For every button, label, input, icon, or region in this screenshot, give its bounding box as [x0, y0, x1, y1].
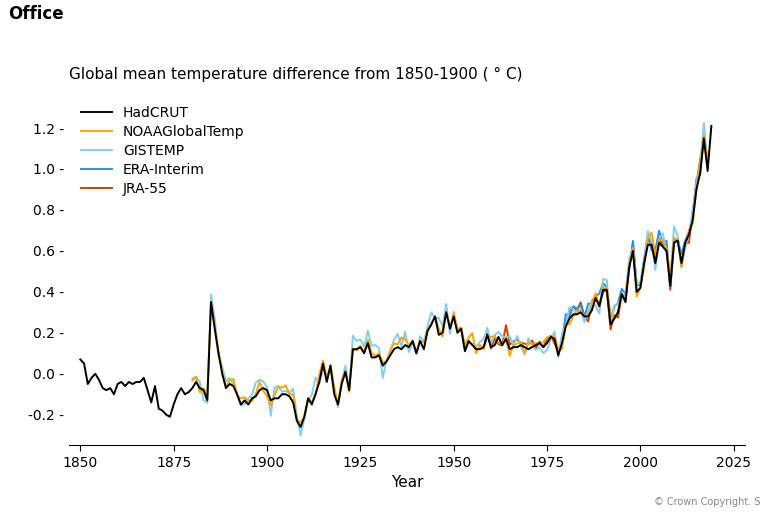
NOAAGlobalTemp — [187, 377, 197, 383]
ERA-Interim — [636, 281, 645, 287]
ERA-Interim — [614, 300, 623, 306]
ERA-Interim — [588, 301, 597, 307]
Line: JRA-55: JRA-55 — [484, 139, 707, 352]
ERA-Interim — [662, 238, 671, 244]
ERA-Interim — [692, 176, 701, 182]
Line: GISTEMP: GISTEMP — [192, 123, 707, 436]
NOAAGlobalTemp — [483, 333, 492, 339]
NOAAGlobalTemp — [191, 374, 200, 380]
NOAAGlobalTemp — [195, 389, 204, 395]
ERA-Interim — [650, 247, 660, 253]
ERA-Interim — [572, 306, 581, 312]
GISTEMP — [696, 161, 705, 167]
ERA-Interim — [700, 132, 709, 138]
Legend: HadCRUT, NOAAGlobalTemp, GISTEMP, ERA-Interim, JRA-55: HadCRUT, NOAAGlobalTemp, GISTEMP, ERA-In… — [76, 101, 250, 201]
ERA-Interim — [606, 318, 615, 325]
GISTEMP — [703, 162, 712, 168]
JRA-55 — [479, 345, 488, 351]
ERA-Interim — [617, 286, 627, 292]
NOAAGlobalTemp — [700, 133, 709, 139]
HadCRUT — [386, 352, 395, 358]
GISTEMP — [520, 352, 529, 358]
ERA-Interim — [640, 255, 649, 262]
ERA-Interim — [703, 158, 712, 164]
NOAAGlobalTemp — [520, 350, 529, 356]
GISTEMP — [483, 325, 492, 331]
ERA-Interim — [598, 280, 607, 286]
NOAAGlobalTemp — [296, 419, 305, 425]
HadCRUT — [315, 379, 324, 385]
Text: Global mean temperature difference from 1850-1900 ( ° C): Global mean temperature difference from … — [69, 67, 522, 82]
HadCRUT — [382, 358, 391, 365]
GISTEMP — [195, 379, 204, 385]
GISTEMP — [187, 375, 197, 381]
ERA-Interim — [580, 314, 589, 321]
ERA-Interim — [564, 313, 574, 319]
JRA-55 — [703, 163, 712, 169]
Text: © Crown Copyright. S: © Crown Copyright. S — [654, 497, 760, 507]
JRA-55 — [554, 349, 563, 355]
ERA-Interim — [666, 284, 675, 290]
ERA-Interim — [654, 228, 664, 234]
ERA-Interim — [584, 301, 593, 307]
GISTEMP — [460, 347, 469, 353]
ERA-Interim — [677, 251, 686, 257]
GISTEMP — [700, 120, 709, 126]
HadCRUT — [76, 356, 85, 362]
ERA-Interim — [561, 311, 571, 317]
Line: NOAAGlobalTemp: NOAAGlobalTemp — [192, 136, 707, 422]
ERA-Interim — [670, 238, 679, 244]
ERA-Interim — [610, 304, 619, 310]
Text: Office: Office — [8, 5, 63, 23]
ERA-Interim — [594, 290, 604, 296]
JRA-55 — [524, 341, 533, 347]
JRA-55 — [677, 264, 686, 270]
ERA-Interim — [602, 284, 611, 290]
ERA-Interim — [558, 339, 567, 345]
ERA-Interim — [684, 228, 694, 234]
Line: ERA-Interim: ERA-Interim — [562, 135, 707, 342]
HadCRUT — [644, 242, 653, 248]
ERA-Interim — [673, 237, 682, 243]
JRA-55 — [602, 287, 611, 293]
ERA-Interim — [621, 291, 630, 297]
ERA-Interim — [628, 238, 637, 244]
ERA-Interim — [568, 303, 578, 309]
ERA-Interim — [696, 172, 705, 178]
ERA-Interim — [658, 240, 667, 246]
GISTEMP — [296, 433, 305, 439]
ERA-Interim — [688, 215, 697, 221]
NOAAGlobalTemp — [460, 342, 469, 348]
HadCRUT — [707, 123, 716, 129]
GISTEMP — [191, 374, 200, 380]
ERA-Interim — [644, 231, 653, 237]
HadCRUT — [412, 350, 421, 356]
NOAAGlobalTemp — [696, 162, 705, 168]
X-axis label: Year: Year — [391, 476, 423, 490]
ERA-Interim — [632, 283, 641, 289]
JRA-55 — [700, 136, 709, 142]
HadCRUT — [165, 414, 174, 420]
ERA-Interim — [647, 247, 656, 253]
NOAAGlobalTemp — [703, 158, 712, 164]
ERA-Interim — [591, 293, 601, 300]
ERA-Interim — [680, 238, 690, 244]
ERA-Interim — [624, 267, 634, 273]
Line: HadCRUT: HadCRUT — [81, 126, 711, 427]
JRA-55 — [561, 322, 571, 328]
ERA-Interim — [576, 302, 585, 308]
JRA-55 — [617, 292, 627, 298]
HadCRUT — [296, 424, 305, 430]
JRA-55 — [531, 345, 541, 351]
